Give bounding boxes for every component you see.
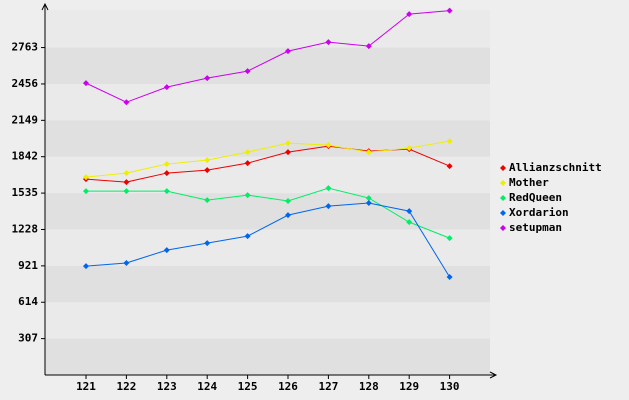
x-tick-label: 126 bbox=[278, 380, 298, 393]
grid-band bbox=[45, 302, 490, 339]
legend-marker bbox=[500, 210, 506, 216]
point bbox=[123, 260, 130, 267]
legend-label: setupman bbox=[509, 221, 562, 234]
point bbox=[285, 198, 291, 205]
grid-band bbox=[45, 229, 490, 266]
point bbox=[163, 161, 170, 168]
x-tick-label: 125 bbox=[238, 380, 258, 393]
point bbox=[204, 75, 211, 82]
point bbox=[244, 233, 251, 240]
point bbox=[406, 208, 413, 215]
point bbox=[446, 7, 453, 14]
point bbox=[163, 188, 170, 195]
point bbox=[123, 170, 130, 177]
point bbox=[204, 197, 211, 204]
y-tick-label: 1228 bbox=[12, 222, 39, 235]
point bbox=[163, 84, 170, 91]
legend-marker bbox=[500, 225, 506, 231]
x-tick-label: 127 bbox=[318, 380, 338, 393]
series-line bbox=[86, 187, 450, 239]
x-tick-label: 121 bbox=[76, 380, 96, 393]
y-tick-label: 2149 bbox=[12, 113, 39, 126]
point bbox=[446, 273, 453, 280]
series-line bbox=[85, 202, 451, 278]
point bbox=[406, 219, 413, 226]
point bbox=[244, 68, 251, 75]
point bbox=[365, 200, 372, 207]
x-axis-arrow bbox=[489, 371, 498, 379]
legend-label: RedQueen bbox=[509, 191, 562, 204]
point bbox=[83, 263, 89, 270]
point bbox=[204, 240, 211, 247]
point bbox=[446, 235, 453, 242]
grid-band bbox=[45, 265, 490, 303]
point bbox=[83, 80, 89, 87]
grid-band bbox=[45, 120, 490, 157]
x-tick-label: 123 bbox=[157, 380, 177, 393]
y-axis-arrow bbox=[41, 2, 49, 11]
grid-band bbox=[45, 10, 490, 48]
point bbox=[325, 142, 332, 149]
point bbox=[163, 170, 170, 177]
point bbox=[123, 188, 130, 195]
point bbox=[365, 195, 372, 202]
point bbox=[285, 48, 291, 55]
point bbox=[163, 247, 170, 254]
point bbox=[325, 39, 332, 46]
y-tick-label: 307 bbox=[18, 332, 38, 345]
y-tick-label: 1535 bbox=[12, 186, 39, 199]
point bbox=[365, 43, 372, 50]
grid-band bbox=[45, 193, 490, 230]
point bbox=[446, 163, 453, 170]
legend-marker bbox=[500, 195, 506, 201]
x-tick-label: 124 bbox=[197, 380, 217, 393]
x-tick-label: 130 bbox=[440, 380, 460, 393]
legend-label: Allianzschnitt bbox=[509, 161, 602, 174]
series-line bbox=[85, 140, 450, 178]
x-tick-label: 128 bbox=[359, 380, 379, 393]
legend-label: Xordarion bbox=[509, 206, 569, 219]
point bbox=[83, 188, 89, 195]
legend-label: Mother bbox=[509, 176, 549, 189]
y-tick-label: 921 bbox=[18, 259, 38, 272]
point bbox=[406, 11, 413, 18]
x-tick-label: 129 bbox=[399, 380, 419, 393]
grid-band bbox=[45, 338, 490, 375]
point bbox=[244, 149, 251, 156]
y-tick-label: 614 bbox=[18, 295, 38, 308]
point bbox=[325, 203, 332, 210]
point bbox=[123, 99, 130, 106]
y-tick-label: 2763 bbox=[12, 41, 39, 54]
point bbox=[83, 174, 89, 181]
grid-band bbox=[45, 83, 490, 121]
point bbox=[244, 160, 251, 167]
grid-band bbox=[45, 47, 490, 84]
point bbox=[406, 145, 413, 152]
point bbox=[365, 149, 372, 156]
point bbox=[123, 179, 130, 186]
point bbox=[204, 167, 211, 174]
grid-band bbox=[45, 156, 490, 194]
point bbox=[244, 192, 251, 199]
legend-marker bbox=[500, 165, 506, 171]
series-line bbox=[85, 10, 450, 103]
y-tick-label: 1842 bbox=[12, 150, 39, 163]
x-tick-label: 122 bbox=[116, 380, 136, 393]
point bbox=[285, 149, 291, 156]
legend-marker bbox=[500, 180, 506, 186]
y-tick-label: 2456 bbox=[12, 77, 39, 90]
point bbox=[204, 157, 211, 164]
point bbox=[285, 140, 291, 147]
point bbox=[446, 138, 453, 145]
point bbox=[325, 185, 332, 192]
point bbox=[285, 212, 291, 219]
